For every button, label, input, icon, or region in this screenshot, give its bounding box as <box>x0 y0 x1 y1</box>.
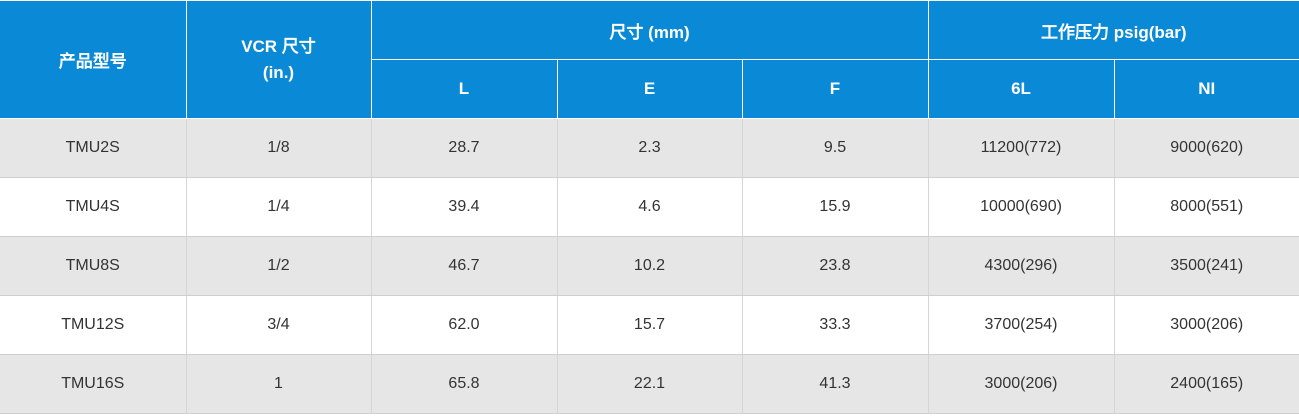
cell-f: 15.9 <box>741 177 929 237</box>
cell-l: 65.8 <box>370 354 558 414</box>
header-6l: 6L <box>927 59 1115 119</box>
header-model: 产品型号 <box>0 0 187 119</box>
cell-ni: 2400(165) <box>1113 354 1299 414</box>
header-pressure: 工作压力 psig(bar) <box>927 0 1299 60</box>
cell-model: TMU4S <box>0 177 187 237</box>
cell-vcr: 3/4 <box>185 295 372 355</box>
cell-e: 4.6 <box>556 177 743 237</box>
header-vcr-line2: (in.) <box>262 62 295 82</box>
cell-l: 28.7 <box>370 118 558 178</box>
cell-e: 2.3 <box>556 118 743 178</box>
cell-vcr: 1/8 <box>185 118 372 178</box>
header-ni: NI <box>1113 59 1299 119</box>
table-row: TMU12S 3/4 62.0 15.7 33.3 3700(254) 3000… <box>0 295 1299 355</box>
cell-e: 15.7 <box>556 295 743 355</box>
cell-model: TMU12S <box>0 295 187 355</box>
cell-ni: 3000(206) <box>1113 295 1299 355</box>
cell-6l: 3000(206) <box>927 354 1115 414</box>
cell-e: 10.2 <box>556 236 743 296</box>
cell-e: 22.1 <box>556 354 743 414</box>
cell-f: 23.8 <box>741 236 929 296</box>
cell-l: 62.0 <box>370 295 558 355</box>
header-l: L <box>371 59 558 119</box>
cell-ni: 9000(620) <box>1113 118 1299 178</box>
table-row: TMU4S 1/4 39.4 4.6 15.9 10000(690) 8000(… <box>0 177 1299 237</box>
table-row: TMU2S 1/8 28.7 2.3 9.5 11200(772) 9000(6… <box>0 118 1299 178</box>
cell-f: 33.3 <box>741 295 929 355</box>
cell-vcr: 1/4 <box>185 177 372 237</box>
cell-l: 46.7 <box>370 236 558 296</box>
cell-ni: 8000(551) <box>1113 177 1299 237</box>
table-row: TMU8S 1/2 46.7 10.2 23.8 4300(296) 3500(… <box>0 236 1299 296</box>
cell-f: 41.3 <box>741 354 929 414</box>
cell-6l: 4300(296) <box>927 236 1115 296</box>
header-e: E <box>556 59 743 119</box>
cell-6l: 11200(772) <box>927 118 1115 178</box>
cell-6l: 10000(690) <box>927 177 1115 237</box>
cell-vcr: 1 <box>185 354 372 414</box>
header-vcr-size: VCR 尺寸 (in.) <box>185 0 372 119</box>
cell-model: TMU2S <box>0 118 187 178</box>
cell-l: 39.4 <box>370 177 558 237</box>
cell-ni: 3500(241) <box>1113 236 1299 296</box>
cell-f: 9.5 <box>741 118 929 178</box>
cell-6l: 3700(254) <box>927 295 1115 355</box>
header-f: F <box>741 59 929 119</box>
cell-vcr: 1/2 <box>185 236 372 296</box>
header-dimensions: 尺寸 (mm) <box>370 0 929 60</box>
cell-model: TMU8S <box>0 236 187 296</box>
table-row: TMU16S 1 65.8 22.1 41.3 3000(206) 2400(1… <box>0 354 1299 414</box>
cell-model: TMU16S <box>0 354 187 414</box>
header-vcr-line1: VCR 尺寸 <box>241 36 316 56</box>
